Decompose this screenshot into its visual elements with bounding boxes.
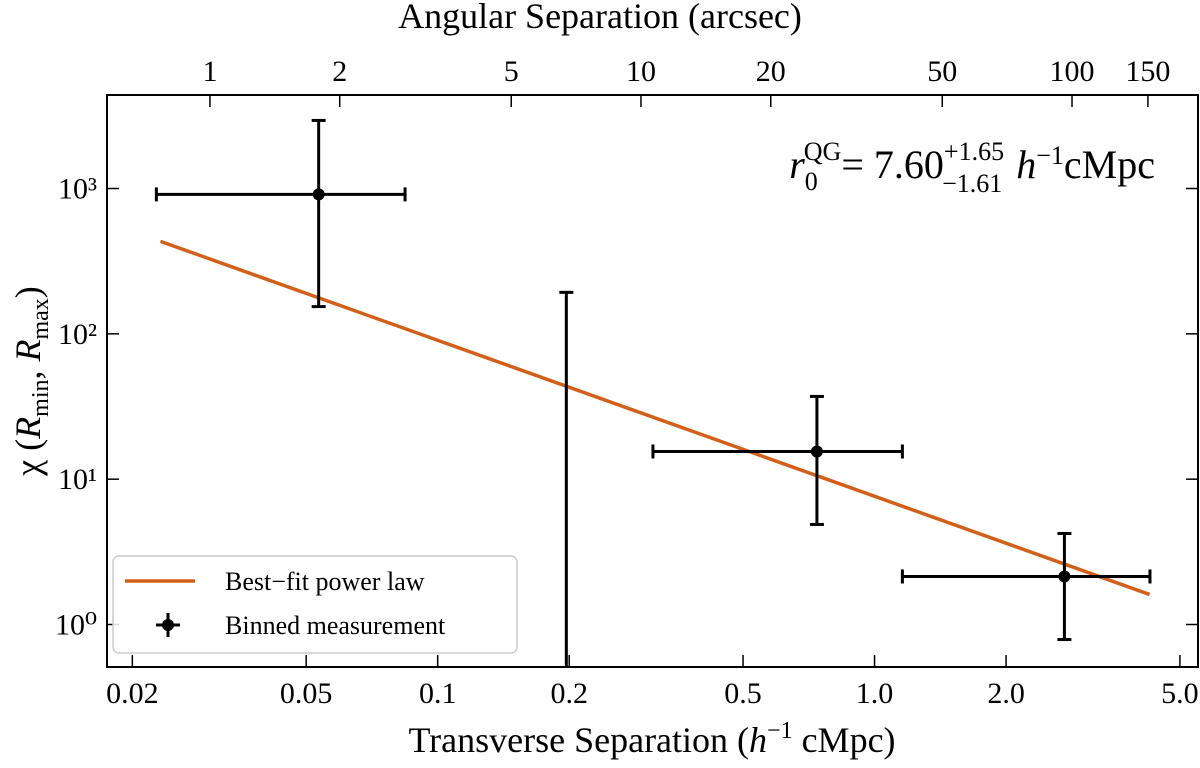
y-label-chi: χ ( — [8, 439, 48, 477]
annotation: r0QG= 7.60+1.65 −1.61 h−1cMpc — [789, 137, 1155, 198]
x-label-exp: −1 — [767, 718, 793, 744]
y-axis-label: χ (Rmin, Rmax) — [8, 286, 54, 477]
annotation-symbol: r — [789, 142, 805, 187]
annotation-minus: −1.61 — [942, 169, 1002, 198]
x-tick-label: 0.05 — [280, 677, 333, 710]
top-tick-label: 100 — [1050, 55, 1095, 88]
annotation-sub: 0 — [805, 167, 818, 196]
x-tick-label: 0.1 — [419, 677, 457, 710]
x-label-text: Transverse Separation ( — [408, 720, 749, 760]
annotation-plus: +1.65 — [944, 137, 1004, 166]
annotation-value: = 7.60 — [841, 142, 944, 187]
top-tick-label: 150 — [1125, 55, 1170, 88]
legend-marker — [162, 619, 174, 631]
x-tick-label: 5.0 — [1161, 677, 1199, 710]
top-tick-label: 1 — [202, 55, 217, 88]
top-tick-label: 2 — [332, 55, 347, 88]
x-label-h: h — [749, 720, 767, 760]
x-axis-label: Transverse Separation (h−1 cMpc) — [408, 718, 895, 760]
fit-line — [159, 239, 1151, 597]
annotation-exp: −1 — [1036, 141, 1064, 170]
y-label-paren: ) — [8, 286, 48, 298]
x-tick-label: 0.5 — [724, 677, 762, 710]
y-tick-label: 10³ — [58, 173, 97, 206]
legend-box — [112, 555, 518, 654]
point — [810, 445, 823, 458]
x-tick-label: 1.0 — [856, 677, 894, 710]
x-tick-label: 0.02 — [106, 677, 159, 710]
y-label-sub: min — [28, 380, 54, 417]
y-label-r: R — [8, 340, 48, 363]
y-label-sub: max — [28, 298, 54, 339]
y-label-comma: , — [8, 362, 48, 380]
y-tick-label: 10² — [58, 318, 97, 351]
top-tick-label: 50 — [927, 55, 957, 88]
point — [1058, 570, 1071, 583]
top-tick-label: 20 — [756, 55, 786, 88]
legend-label: Best−fit power law — [225, 567, 425, 596]
plot-frame — [106, 94, 1199, 668]
plot — [154, 118, 1152, 667]
legend-label: Binned measurement — [225, 611, 446, 640]
y-label-r: R — [8, 417, 48, 440]
x-tick-label: 2.0 — [987, 677, 1025, 710]
annotation-h: h — [1016, 142, 1036, 187]
top-tick-label: 5 — [504, 55, 519, 88]
point — [312, 188, 325, 201]
y-tick-label: 10¹ — [58, 463, 97, 496]
x-label-unit: cMpc) — [793, 720, 896, 760]
annotation-sup: QG — [804, 137, 842, 166]
y-tick-label: 10⁰ — [55, 609, 97, 642]
x-tick-label: 0.2 — [550, 677, 588, 710]
top-axis-label: Angular Separation (arcsec) — [398, 0, 802, 36]
annotation-unit: cMpc — [1064, 142, 1155, 187]
top-tick-label: 10 — [626, 55, 656, 88]
